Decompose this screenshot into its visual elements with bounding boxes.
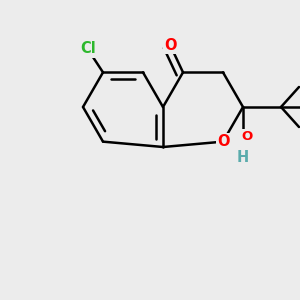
Text: O: O: [217, 134, 229, 149]
Text: H: H: [237, 149, 249, 164]
Text: O: O: [164, 38, 176, 53]
Text: Cl: Cl: [80, 41, 95, 56]
Text: O: O: [242, 130, 253, 143]
